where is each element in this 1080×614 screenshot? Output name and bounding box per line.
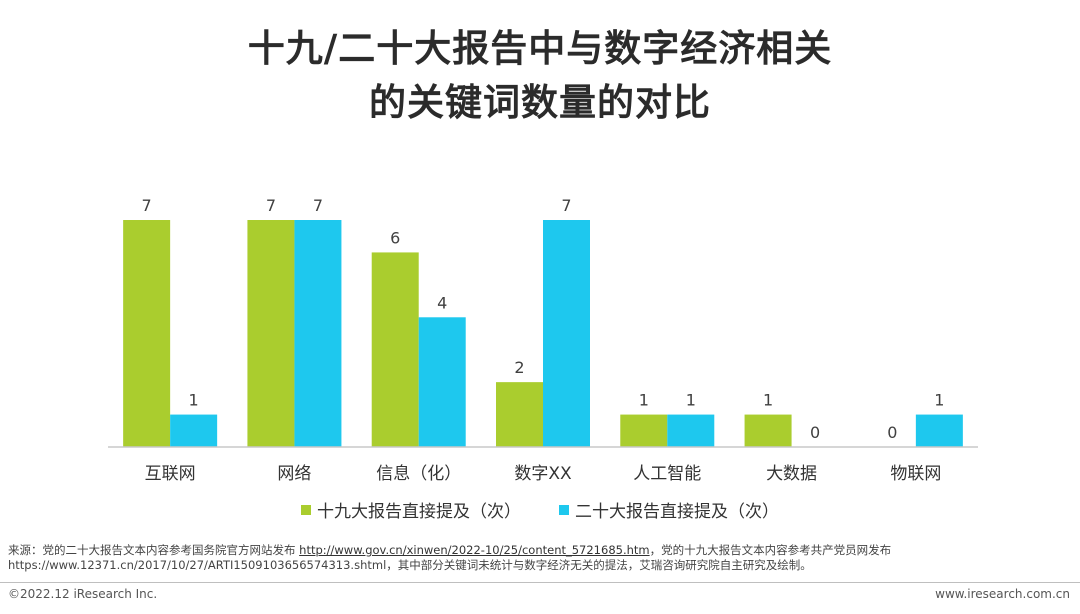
bar-series1-2 bbox=[371, 252, 419, 447]
legend-item-series2: 二十大报告直接提及（次） bbox=[559, 497, 779, 522]
bar-series1-0 bbox=[123, 220, 171, 447]
bar-series2-0 bbox=[170, 414, 218, 447]
legend-item-series1: 十九大报告直接提及（次） bbox=[301, 497, 521, 522]
source-link[interactable]: http://www.gov.cn/xinwen/2022-10/25/cont… bbox=[299, 543, 650, 557]
legend-swatch-series1 bbox=[301, 504, 311, 515]
x-tick-label-4: 人工智能 bbox=[633, 464, 701, 484]
data-label-series2-5: 0 bbox=[810, 423, 820, 442]
source-prefix: 来源：党的二十大报告文本内容参考国务院官方网站发布 bbox=[8, 543, 300, 557]
data-label-series2-2: 4 bbox=[437, 293, 447, 312]
x-tick-label-6: 物联网 bbox=[890, 464, 941, 484]
chart-title-line1: 十九/二十大报告中与数字经济相关 bbox=[247, 27, 833, 70]
data-label-series1-4: 1 bbox=[639, 391, 649, 410]
data-label-series2-6: 1 bbox=[934, 391, 944, 410]
bar-series2-6 bbox=[915, 414, 963, 447]
data-label-series1-6: 0 bbox=[887, 423, 897, 442]
bar-series2-1 bbox=[294, 220, 342, 447]
x-tick-label-0: 互联网 bbox=[145, 464, 196, 484]
source-note: 来源：党的二十大报告文本内容参考国务院官方网站发布 http://www.gov… bbox=[8, 543, 1072, 573]
bar-series1-4 bbox=[620, 414, 668, 447]
bar-series1-5 bbox=[744, 414, 792, 447]
data-label-series1-0: 7 bbox=[142, 196, 152, 215]
source-line2: https://www.12371.cn/2017/10/27/ARTI1509… bbox=[8, 558, 812, 572]
footer-divider bbox=[0, 582, 1080, 583]
data-label-series2-4: 1 bbox=[686, 391, 696, 410]
footer-website: www.iresearch.com.cn bbox=[935, 587, 1070, 601]
chart-title-line2: 的关键词数量的对比 bbox=[369, 81, 711, 124]
data-label-series1-2: 6 bbox=[390, 228, 400, 247]
bar-series2-2 bbox=[418, 317, 466, 447]
x-tick-label-5: 大数据 bbox=[766, 464, 817, 484]
x-tick-label-1: 网络 bbox=[277, 464, 311, 484]
data-label-series1-5: 1 bbox=[763, 391, 773, 410]
bar-chart: 7 1 互联网 7 7 网络 6 4 信息（化） 2 7 数字XX 1 1 人工智能 1 0 大数据 0 1 物联网 bbox=[108, 196, 978, 484]
bar-series2-4 bbox=[667, 414, 715, 447]
legend-label-series1: 十九大报告直接提及（次） bbox=[317, 502, 521, 522]
legend-swatch-series2 bbox=[559, 504, 569, 515]
bar-series1-3 bbox=[496, 382, 543, 447]
data-label-series2-0: 1 bbox=[189, 391, 199, 410]
data-label-series2-1: 7 bbox=[313, 196, 323, 215]
x-tick-label-3: 数字XX bbox=[514, 464, 572, 484]
data-label-series1-3: 2 bbox=[514, 358, 524, 377]
data-label-series1-1: 7 bbox=[266, 196, 276, 215]
footer-copyright: ©2022.12 iResearch Inc. bbox=[8, 587, 158, 601]
x-tick-label-2: 信息（化） bbox=[376, 464, 461, 484]
source-middle: ，党的十九大报告文本内容参考共产党员网发布 bbox=[649, 543, 892, 557]
bar-series1-1 bbox=[247, 220, 295, 447]
bar-series2-3 bbox=[543, 220, 590, 447]
legend-label-series2: 二十大报告直接提及（次） bbox=[575, 502, 779, 522]
chart-legend: 十九大报告直接提及（次） 二十大报告直接提及（次） bbox=[0, 497, 1080, 522]
data-label-series2-3: 7 bbox=[561, 196, 571, 215]
